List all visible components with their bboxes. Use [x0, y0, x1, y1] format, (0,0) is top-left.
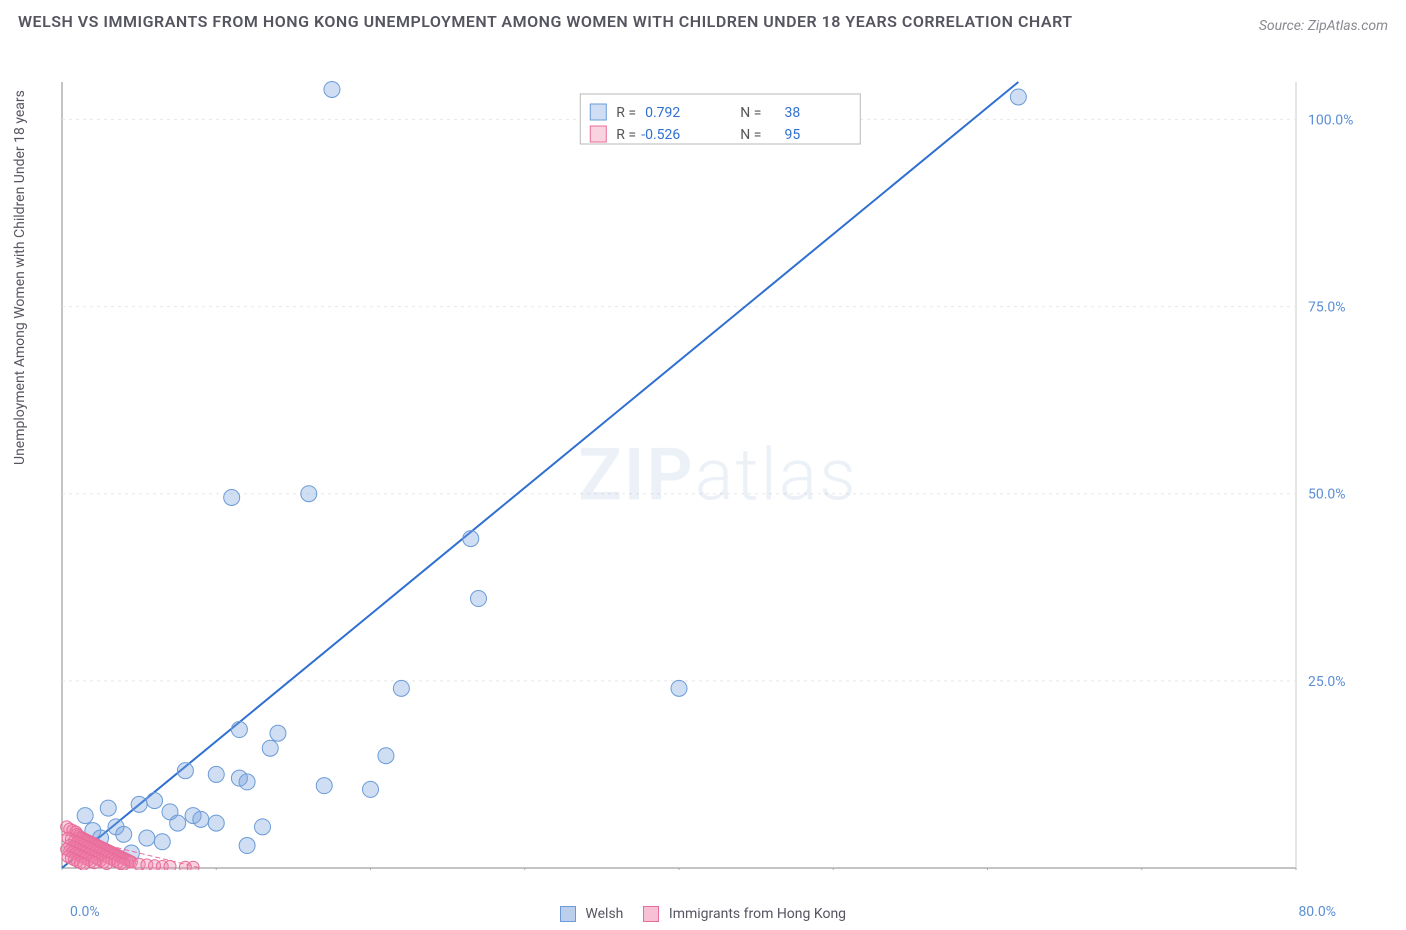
- svg-text:50.0%: 50.0%: [1308, 487, 1346, 503]
- legend-welsh: Welsh: [560, 906, 623, 922]
- svg-text:95: 95: [785, 127, 801, 143]
- svg-text:0.792: 0.792: [645, 105, 680, 121]
- bottom-legend: Welsh Immigrants from Hong Kong: [0, 906, 1406, 922]
- legend-swatch-hk: [643, 906, 659, 922]
- chart-plot-area: 25.0% 50.0% 75.0% 100.0% R = 0.792 N = 38 R = -0.…: [60, 80, 1376, 870]
- legend-swatch-welsh: [560, 906, 576, 922]
- svg-text:-0.526: -0.526: [641, 127, 680, 143]
- y-axis-label: Unemployment Among Women with Children U…: [12, 90, 28, 465]
- svg-text:R =: R =: [616, 127, 636, 143]
- svg-text:38: 38: [785, 105, 801, 121]
- chart-title: WELSH VS IMMIGRANTS FROM HONG KONG UNEMP…: [18, 10, 1073, 34]
- legend-label-welsh: Welsh: [585, 906, 623, 922]
- scatter-chart-svg: 25.0% 50.0% 75.0% 100.0% R = 0.792 N = 38 R = -0.…: [60, 80, 1376, 870]
- svg-text:N =: N =: [740, 127, 761, 143]
- svg-text:100.0%: 100.0%: [1308, 112, 1353, 128]
- svg-text:N =: N =: [740, 105, 761, 121]
- legend-label-hk: Immigrants from Hong Kong: [669, 906, 846, 922]
- svg-text:75.0%: 75.0%: [1308, 300, 1346, 316]
- legend-hk: Immigrants from Hong Kong: [643, 906, 846, 922]
- svg-text:25.0%: 25.0%: [1308, 674, 1346, 690]
- svg-text:R =: R =: [616, 105, 636, 121]
- source-label: Source: ZipAtlas.com: [1259, 18, 1388, 34]
